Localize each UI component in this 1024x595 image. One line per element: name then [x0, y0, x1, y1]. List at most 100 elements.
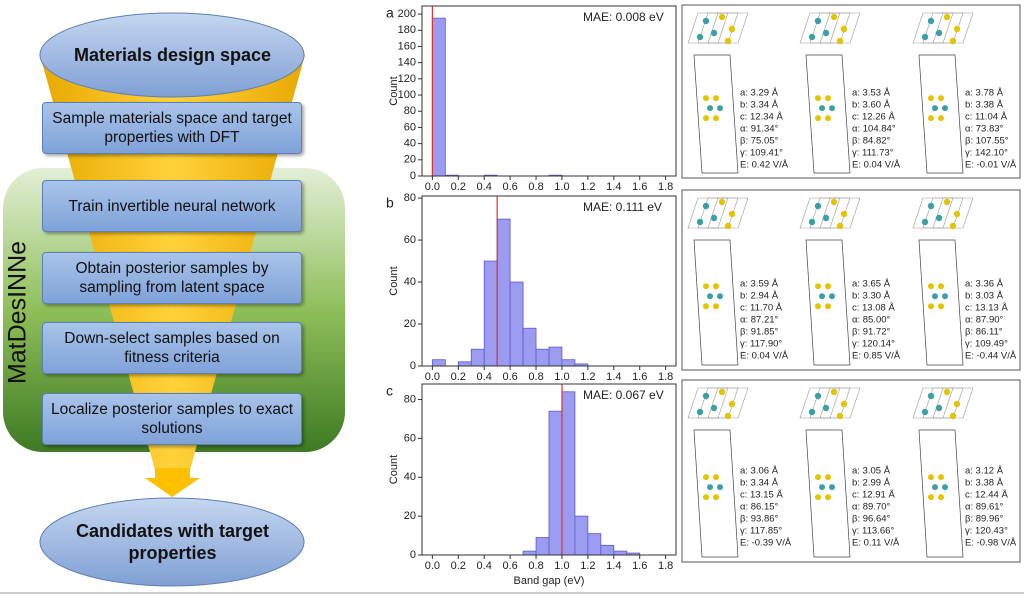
y-tick-label: 20: [404, 318, 416, 330]
x-tick-label: 0.8: [528, 181, 543, 193]
bar: [457, 361, 472, 367]
atom: [808, 218, 816, 226]
lattice-parameter: b: 3.38 Å: [965, 478, 1004, 489]
atom: [825, 95, 831, 102]
step-box: Train invertible neural network: [42, 180, 302, 232]
lattice-parameter: c: 13.13 Å: [965, 303, 1008, 314]
y-tick-label: 0: [410, 170, 416, 182]
lattice-parameter: γ: 111.73°: [852, 148, 894, 159]
lattice-parameter: γ: 109.41°: [740, 148, 783, 159]
unit-cell: [918, 429, 964, 558]
x-tick-label: 1.2: [580, 181, 595, 193]
atom: [943, 13, 951, 21]
structure-top-view: [687, 12, 749, 45]
x-tick-label: 0.2: [451, 371, 466, 383]
atom: [703, 95, 709, 102]
atom: [710, 404, 718, 412]
lattice-parameter: γ: 120.43°: [965, 526, 1008, 537]
x-tick-label: 1.0: [554, 181, 569, 193]
lattice-parameter: β: 91.72°: [852, 327, 891, 338]
lattice-parameter: α: 86.15°: [740, 502, 779, 513]
structure-side-view: [693, 54, 739, 174]
lattice-parameter: β: 107.55°: [965, 136, 1009, 147]
atom: [710, 29, 718, 37]
x-tick-label: 1.8: [658, 560, 673, 572]
unit-cell: [918, 54, 964, 174]
atom: [938, 303, 944, 310]
atom: [728, 210, 736, 218]
atom: [717, 293, 723, 300]
lattice-parameter: b: 3.34 Å: [740, 100, 779, 111]
bar: [535, 537, 550, 556]
lattice-parameter: α: 89.70°: [852, 502, 891, 513]
atom: [935, 404, 943, 412]
atom: [836, 222, 844, 230]
atom: [703, 303, 709, 310]
lattice-parameter: γ: 117.90°: [740, 339, 782, 350]
lattice-parameter: c: 11.04 Å: [965, 112, 1008, 123]
atom: [707, 484, 713, 491]
bar: [561, 359, 576, 367]
structure-top-view: [912, 12, 974, 45]
unit-cell: [693, 429, 739, 558]
atom: [938, 115, 944, 122]
atom: [718, 13, 726, 21]
atom: [840, 25, 848, 33]
atom: [928, 95, 934, 102]
panel-label: b: [386, 195, 394, 211]
y-tick-label: 180: [398, 24, 416, 36]
bar: [535, 348, 550, 367]
bar: [561, 391, 576, 556]
x-tick-label: 1.0: [554, 560, 569, 572]
bar: [600, 544, 615, 556]
lattice-parameter: E: 0.04 V/Å: [852, 160, 901, 171]
y-tick-label: 40: [404, 276, 416, 288]
atom: [943, 388, 951, 396]
lattice-parameter: a: 3.05 Å: [852, 466, 891, 477]
lattice-parameter: a: 3.06 Å: [740, 466, 779, 477]
lattice-parameter: b: 3.03 Å: [965, 291, 1004, 302]
lattice-parameter: β: 86.11°: [965, 327, 1003, 338]
atom: [928, 115, 934, 122]
x-tick-label: 0.0: [425, 371, 440, 383]
plot-frame: [421, 195, 677, 367]
lattice-parameter: α: 91.34°: [740, 124, 779, 135]
y-axis-label: Count: [388, 455, 400, 484]
x-tick-label: 0.6: [502, 181, 517, 193]
y-axis-label: Count: [388, 266, 400, 295]
lattice-parameter: c: 12.44 Å: [965, 490, 1008, 501]
unit-cell: [805, 54, 851, 174]
atom: [703, 115, 709, 122]
atom: [696, 33, 704, 41]
atom: [825, 115, 831, 122]
lattice-parameter: β: 84.82°: [852, 136, 891, 147]
atom: [815, 283, 821, 290]
unit-cell: [805, 239, 851, 366]
atom: [696, 218, 704, 226]
structure-side-view: [805, 239, 851, 366]
x-tick-label: 1.0: [554, 371, 569, 383]
unit-cell: [693, 54, 739, 174]
y-axis-label: Count: [388, 76, 400, 105]
atom: [928, 283, 934, 290]
lattice-parameter: c: 12.34 Å: [740, 112, 783, 123]
atom: [822, 214, 830, 222]
atom: [953, 210, 961, 218]
atom: [822, 29, 830, 37]
atom: [717, 484, 723, 491]
y-tick-label: 60: [404, 234, 416, 246]
atom: [703, 494, 709, 501]
lattice-parameter: c: 11.70 Å: [740, 303, 783, 314]
atom: [724, 37, 732, 45]
atom: [825, 303, 831, 310]
bar: [470, 348, 485, 367]
x-tick-label: 0.6: [502, 560, 517, 572]
unit-cell: [805, 429, 851, 558]
atom: [815, 115, 821, 122]
x-tick-label: 0.8: [528, 560, 543, 572]
y-tick-label: 20: [404, 154, 416, 166]
atom: [932, 484, 938, 491]
x-tick-label: 1.4: [606, 181, 621, 193]
bar: [587, 533, 602, 556]
